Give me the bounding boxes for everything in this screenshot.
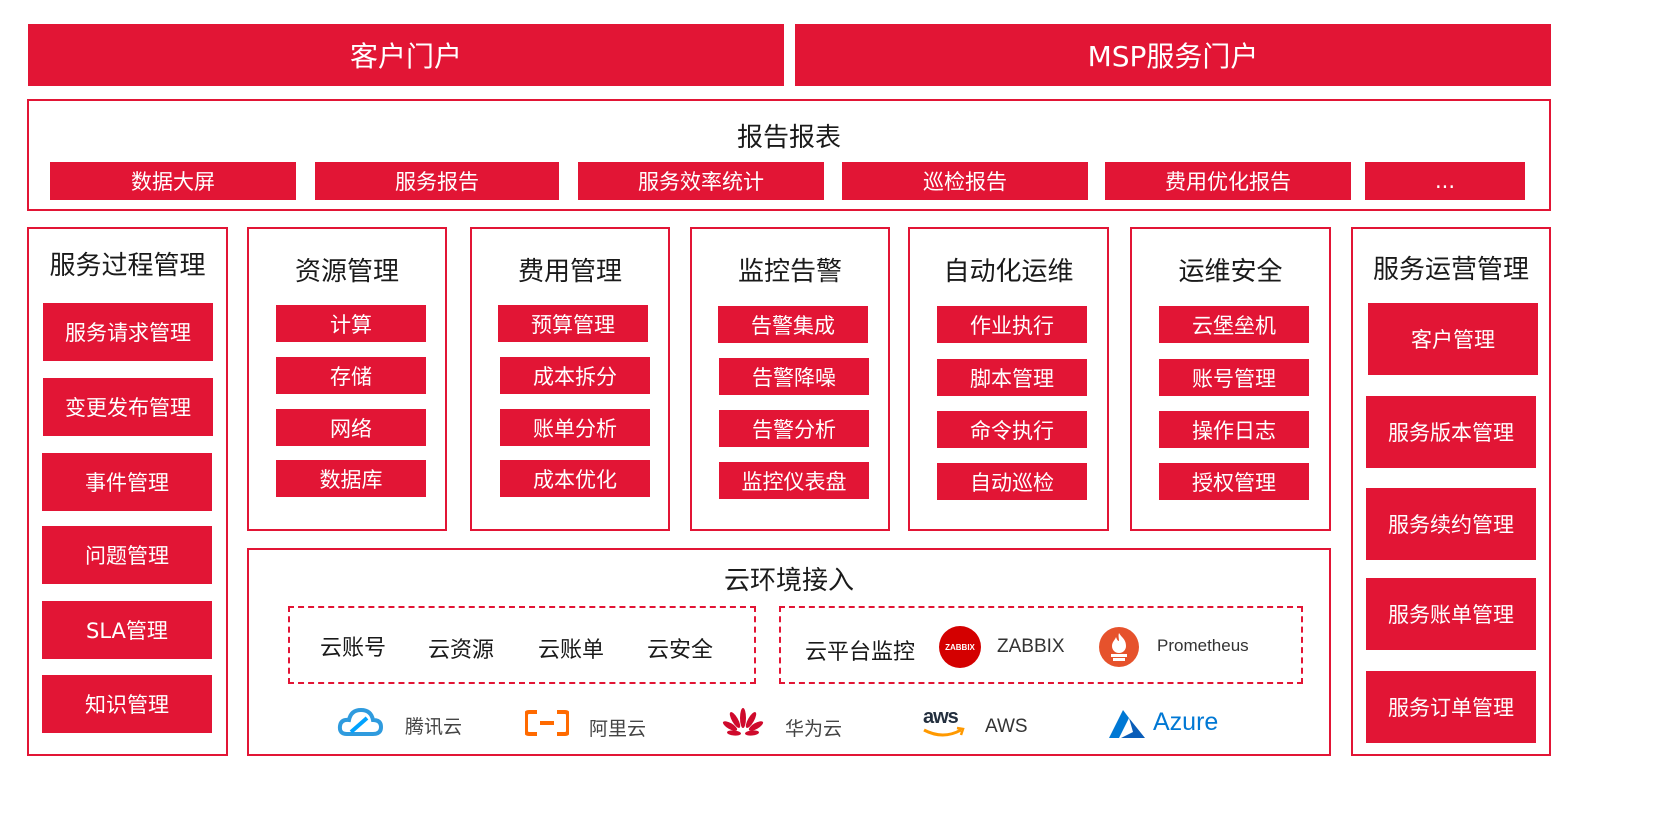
module-title: 运维安全 [1178, 257, 1283, 287]
module-item-monitoring-dashboard[interactable]: 监控仪表盘 [719, 462, 869, 499]
service-request-button[interactable]: 服务请求管理 [43, 303, 213, 361]
customer-management-button[interactable]: 客户管理 [1368, 303, 1538, 375]
problem-management-button[interactable]: 问题管理 [42, 526, 212, 584]
module-ops-security: 运维安全 云堡垒机 账号管理 操作日志 授权管理 [1130, 227, 1331, 531]
module-title: 费用管理 [517, 257, 622, 287]
cloud-account-label[interactable]: 云账号 [320, 636, 387, 661]
cloud-bill-label[interactable]: 云账单 [538, 638, 605, 663]
incident-management-button[interactable]: 事件管理 [42, 453, 212, 511]
module-monitoring-alerts: 监控告警 告警集成 告警降噪 告警分析 监控仪表盘 [690, 227, 890, 531]
module-item-script-management[interactable]: 脚本管理 [937, 359, 1087, 396]
report-item-service-report[interactable]: 服务报告 [315, 162, 559, 200]
service-process-panel: 服务过程管理 服务请求管理 变更发布管理 事件管理 问题管理 SLA管理 知识管… [27, 227, 228, 756]
module-item-job-execution[interactable]: 作业执行 [937, 306, 1087, 343]
module-title: 监控告警 [737, 257, 842, 287]
aws-label[interactable]: AWS [985, 716, 1028, 737]
module-item-operation-log[interactable]: 操作日志 [1159, 411, 1309, 448]
cloud-platform-monitoring-label: 云平台监控 [805, 640, 916, 665]
service-bill-button[interactable]: 服务账单管理 [1366, 578, 1536, 650]
service-version-button[interactable]: 服务版本管理 [1366, 396, 1536, 468]
module-item-alert-analysis[interactable]: 告警分析 [719, 410, 869, 447]
module-item-database[interactable]: 数据库 [276, 460, 426, 497]
prometheus-label[interactable]: Prometheus [1157, 636, 1249, 655]
aliyun-label[interactable]: 阿里云 [589, 718, 647, 740]
module-item-account-management[interactable]: 账号管理 [1159, 359, 1309, 396]
knowledge-management-button[interactable]: 知识管理 [42, 675, 212, 733]
service-order-button[interactable]: 服务订单管理 [1366, 671, 1536, 743]
aws-logo-icon: aws [921, 706, 967, 740]
huawei-cloud-label[interactable]: 华为云 [785, 718, 843, 740]
zabbix-logo-icon: ZABBIX [939, 626, 981, 668]
tencent-cloud-logo-icon [337, 706, 384, 738]
zabbix-badge-text: ZABBIX [945, 642, 975, 652]
msp-portal-banner[interactable]: MSP服务门户 [795, 24, 1551, 86]
change-release-button[interactable]: 变更发布管理 [43, 378, 213, 436]
module-cost-management: 费用管理 预算管理 成本拆分 账单分析 成本优化 [470, 227, 670, 531]
module-item-network[interactable]: 网络 [276, 409, 426, 446]
report-item-more[interactable]: ... [1365, 162, 1525, 200]
report-item-dashboard[interactable]: 数据大屏 [50, 162, 296, 200]
cloud-access-title: 云环境接入 [723, 566, 854, 596]
aws-logo-text: aws [923, 706, 959, 728]
service-process-title: 服务过程管理 [49, 251, 206, 281]
module-item-authorization[interactable]: 授权管理 [1159, 463, 1309, 500]
cloud-resource-label[interactable]: 云资源 [428, 638, 495, 663]
reports-title: 报告报表 [736, 123, 841, 153]
tencent-cloud-label[interactable]: 腾讯云 [405, 716, 463, 738]
module-title: 自动化运维 [943, 257, 1074, 287]
module-item-auto-inspection[interactable]: 自动巡检 [937, 463, 1087, 500]
zabbix-label[interactable]: ZABBIX [997, 636, 1065, 657]
cloud-monitoring-box: 云平台监控 ZABBIX ZABBIX Prometheus [779, 606, 1303, 684]
huawei-cloud-logo-icon [722, 708, 764, 738]
cloud-access-panel: 云环境接入 云账号 云资源 云账单 云安全 云平台监控 ZABBIX ZABBI… [247, 548, 1331, 756]
module-item-bastion-host[interactable]: 云堡垒机 [1159, 306, 1309, 343]
module-item-budget[interactable]: 预算管理 [498, 305, 648, 342]
module-item-cost-split[interactable]: 成本拆分 [500, 357, 650, 394]
module-item-bill-analysis[interactable]: 账单分析 [500, 409, 650, 446]
module-item-alert-denoise[interactable]: 告警降噪 [719, 358, 869, 395]
reports-panel: 报告报表 数据大屏 服务报告 服务效率统计 巡检报告 费用优化报告 ... [27, 99, 1551, 211]
module-item-storage[interactable]: 存储 [276, 357, 426, 394]
customer-portal-banner[interactable]: 客户门户 [28, 24, 784, 86]
sla-management-button[interactable]: SLA管理 [42, 601, 212, 659]
aliyun-logo-icon [524, 710, 570, 736]
report-item-inspection-report[interactable]: 巡检报告 [842, 162, 1088, 200]
report-item-efficiency-stats[interactable]: 服务效率统计 [578, 162, 824, 200]
report-item-cost-optimization[interactable]: 费用优化报告 [1105, 162, 1351, 200]
prometheus-logo-icon [1098, 626, 1140, 668]
service-operations-panel: 服务运营管理 客户管理 服务版本管理 服务续约管理 服务账单管理 服务订单管理 [1351, 227, 1551, 756]
module-resource-management: 资源管理 计算 存储 网络 数据库 [247, 227, 447, 531]
azure-label[interactable]: Azure [1153, 708, 1219, 736]
module-automation-ops: 自动化运维 作业执行 脚本管理 命令执行 自动巡检 [908, 227, 1109, 531]
module-item-alert-integration[interactable]: 告警集成 [718, 306, 868, 343]
module-item-compute[interactable]: 计算 [276, 305, 426, 342]
module-item-command-execution[interactable]: 命令执行 [937, 411, 1087, 448]
module-item-cost-optimization[interactable]: 成本优化 [500, 460, 650, 497]
service-operations-title: 服务运营管理 [1372, 255, 1529, 285]
azure-logo-icon [1107, 708, 1147, 740]
module-title: 资源管理 [294, 257, 399, 287]
cloud-security-label[interactable]: 云安全 [647, 638, 714, 663]
cloud-access-items-box: 云账号 云资源 云账单 云安全 [288, 606, 756, 684]
service-renewal-button[interactable]: 服务续约管理 [1366, 488, 1536, 560]
